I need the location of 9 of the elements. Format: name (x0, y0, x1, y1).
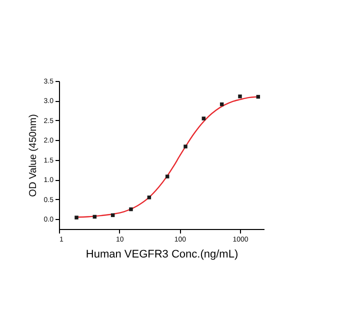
y-axis-title: OD Value (450nm) (28, 114, 39, 197)
point (238, 94, 242, 98)
point (184, 144, 188, 148)
point (165, 174, 170, 178)
x-axis-title: Human VEGFR3 Conc.(ng/mL) (86, 248, 238, 260)
point (74, 216, 78, 220)
point (129, 207, 133, 212)
point (202, 116, 206, 120)
point (147, 196, 152, 200)
